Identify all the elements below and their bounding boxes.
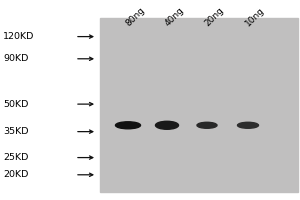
Ellipse shape bbox=[197, 122, 217, 128]
Ellipse shape bbox=[116, 122, 140, 129]
Ellipse shape bbox=[155, 121, 178, 129]
Text: 80ng: 80ng bbox=[124, 5, 147, 28]
Text: 35KD: 35KD bbox=[3, 127, 29, 136]
Text: 50KD: 50KD bbox=[3, 100, 29, 109]
Text: 40ng: 40ng bbox=[163, 5, 185, 28]
Text: 90KD: 90KD bbox=[3, 54, 29, 63]
Text: 25KD: 25KD bbox=[3, 153, 29, 162]
Text: 10ng: 10ng bbox=[244, 5, 267, 28]
Ellipse shape bbox=[238, 122, 259, 128]
Text: 20KD: 20KD bbox=[3, 170, 29, 179]
Text: 20ng: 20ng bbox=[203, 5, 226, 28]
Bar bbox=[100, 18, 298, 192]
Text: 120KD: 120KD bbox=[3, 32, 34, 41]
